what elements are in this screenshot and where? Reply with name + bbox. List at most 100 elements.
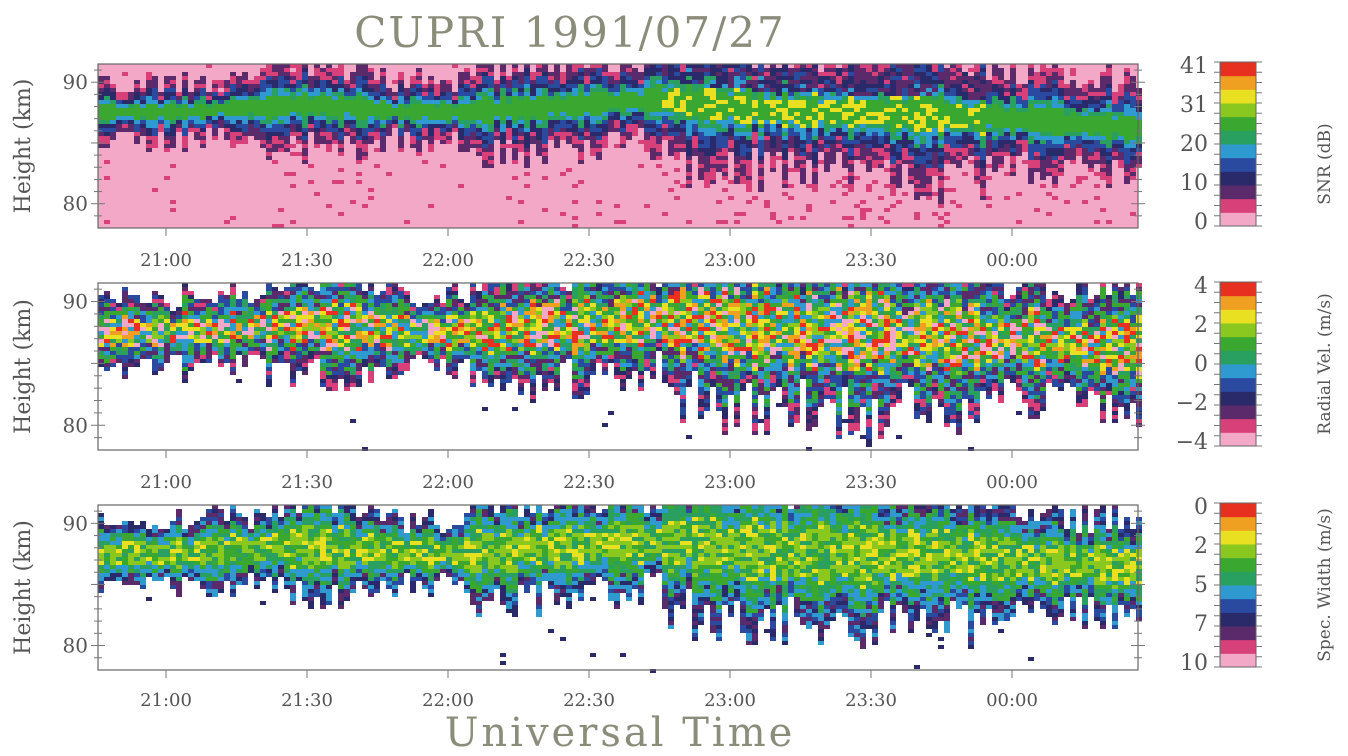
heatmap-cell <box>410 132 416 136</box>
heatmap-cell <box>710 156 716 160</box>
heatmap-cell <box>932 124 938 128</box>
heatmap-cell <box>848 148 854 152</box>
heatmap-cell <box>836 100 842 104</box>
heatmap-cell <box>290 144 296 148</box>
heatmap-cell <box>836 68 842 72</box>
heatmap-cell <box>296 152 302 156</box>
heatmap-cell <box>1028 144 1034 148</box>
heatmap-cell <box>236 92 242 96</box>
heatmap-cell <box>854 176 860 180</box>
heatmap-cell <box>752 116 758 120</box>
heatmap-cell <box>1040 156 1046 160</box>
heatmap-cell <box>326 315 332 319</box>
heatmap-cell <box>356 76 362 80</box>
heatmap-cell <box>302 295 308 299</box>
heatmap-cell <box>362 100 368 104</box>
heatmap-cell <box>800 116 806 120</box>
heatmap-cell <box>200 303 206 307</box>
heatmap-cell <box>806 92 812 96</box>
heatmap-cell <box>98 347 104 351</box>
heatmap-cell <box>200 327 206 331</box>
heatmap-cell <box>152 311 158 315</box>
heatmap-cell <box>308 100 314 104</box>
heatmap-cell <box>356 351 362 355</box>
heatmap-cell <box>686 68 692 72</box>
heatmap-cell <box>410 88 416 92</box>
heatmap-cell <box>380 92 386 96</box>
heatmap-cell <box>1106 92 1112 96</box>
heatmap-cell <box>1130 76 1136 80</box>
heatmap-cell <box>278 347 284 351</box>
heatmap-cell <box>266 303 272 307</box>
heatmap-cell <box>830 160 836 164</box>
heatmap-cell <box>794 128 800 132</box>
heatmap-cell <box>854 92 860 96</box>
heatmap-cell <box>938 168 944 172</box>
heatmap-cell <box>296 355 302 359</box>
heatmap-cell <box>1022 112 1028 116</box>
heatmap-cell <box>272 351 278 355</box>
heatmap-cell <box>944 92 950 96</box>
heatmap-cell <box>902 72 908 76</box>
heatmap-cell <box>380 100 386 104</box>
heatmap-cell <box>536 92 542 96</box>
heatmap-cell <box>386 104 392 108</box>
heatmap-cell <box>392 80 398 84</box>
heatmap-cell <box>278 116 284 120</box>
heatmap-cell <box>326 120 332 124</box>
heatmap-cell <box>698 152 704 156</box>
heatmap-cell <box>728 180 734 184</box>
heatmap-cell <box>818 116 824 120</box>
heatmap-cell <box>314 319 320 323</box>
heatmap-cell <box>872 144 878 148</box>
heatmap-cell <box>170 132 176 136</box>
heatmap-cell <box>806 72 812 76</box>
heatmap-cell <box>176 100 182 104</box>
heatmap-cell <box>1076 108 1082 112</box>
heatmap-cell <box>116 96 122 100</box>
heatmap-cell <box>500 108 506 112</box>
heatmap-cell <box>704 140 710 144</box>
heatmap-cell <box>764 136 770 140</box>
heatmap-cell <box>1010 116 1016 120</box>
heatmap-cell <box>1034 164 1040 168</box>
heatmap-cell <box>218 347 224 351</box>
heatmap-cell <box>758 76 764 80</box>
heatmap-cell <box>218 319 224 323</box>
heatmap-cell <box>1106 100 1112 104</box>
heatmap-cell <box>356 140 362 144</box>
heatmap-cell <box>620 136 626 140</box>
heatmap-cell <box>794 160 800 164</box>
heatmap-cell <box>248 132 254 136</box>
heatmap-cell <box>272 343 278 347</box>
heatmap-cell <box>740 144 746 148</box>
heatmap-cell <box>632 100 638 104</box>
heatmap-cell <box>614 108 620 112</box>
heatmap-cell <box>104 116 110 120</box>
heatmap-cell <box>1010 92 1016 96</box>
heatmap-cell <box>416 136 422 140</box>
heatmap-cell <box>896 148 902 152</box>
heatmap-cell <box>140 100 146 104</box>
heatmap-cell <box>614 76 620 80</box>
heatmap-cell <box>122 291 128 295</box>
heatmap-cell <box>800 172 806 176</box>
heatmap-cell <box>104 120 110 124</box>
heatmap-cell <box>728 84 734 88</box>
heatmap-cell <box>266 359 272 363</box>
heatmap-cell <box>260 120 266 124</box>
heatmap-cell <box>128 128 134 132</box>
heatmap-cell <box>926 184 932 188</box>
heatmap-cell <box>110 120 116 124</box>
heatmap-cell <box>932 160 938 164</box>
heatmap-cell <box>686 140 692 144</box>
heatmap-cell <box>476 108 482 112</box>
heatmap-cell <box>674 132 680 136</box>
heatmap-cell <box>290 327 296 331</box>
heatmap-cell <box>752 72 758 76</box>
heatmap-cell <box>338 100 344 104</box>
heatmap-cell <box>206 120 212 124</box>
heatmap-cell <box>332 367 338 371</box>
heatmap-cell <box>782 128 788 132</box>
heatmap-cell <box>320 295 326 299</box>
